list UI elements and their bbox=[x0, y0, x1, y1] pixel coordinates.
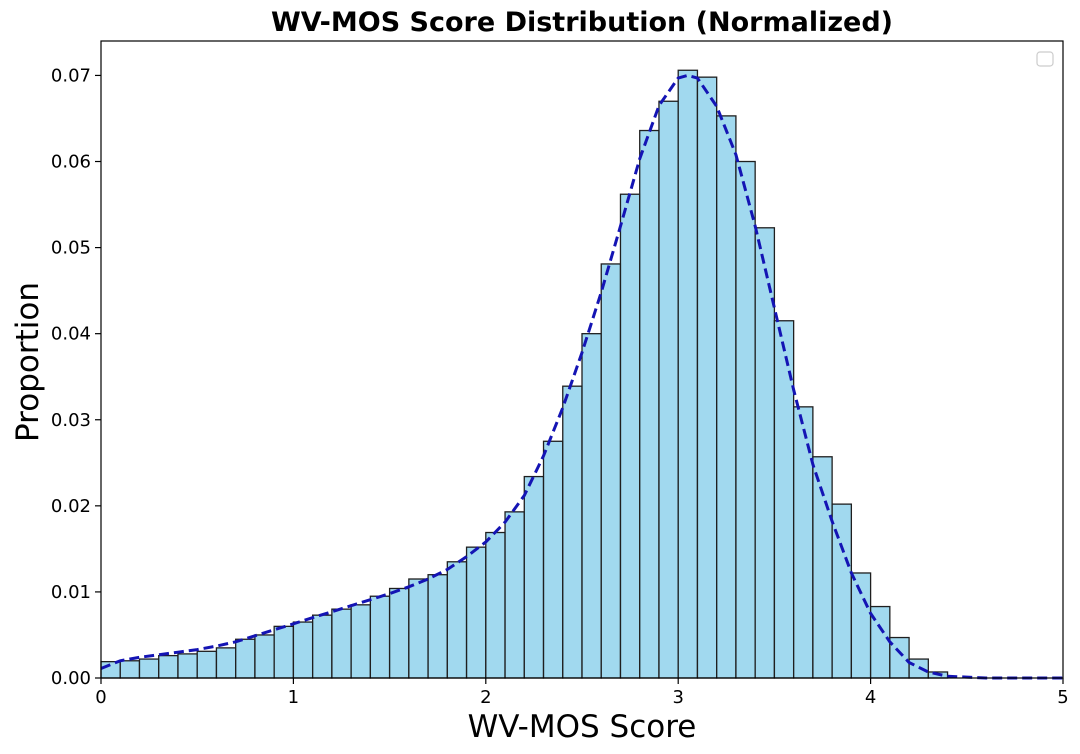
histogram-bar bbox=[427, 574, 448, 679]
x-axis-label: WV-MOS Score bbox=[468, 709, 697, 745]
x-tick-label: 5 bbox=[1057, 687, 1068, 708]
y-tick-label: 0.00 bbox=[51, 668, 91, 689]
histogram-bar bbox=[600, 263, 622, 679]
histogram-bar bbox=[196, 650, 218, 679]
y-tick-label: 0.04 bbox=[51, 324, 91, 345]
x-axis-ticks: 0 1 2 3 4 5 bbox=[95, 678, 1069, 708]
legend-box bbox=[1036, 51, 1054, 67]
histogram-bar bbox=[485, 531, 506, 679]
histogram-bar bbox=[677, 69, 699, 679]
y-tick-label: 0.07 bbox=[51, 65, 91, 86]
histogram-bar bbox=[658, 100, 679, 679]
histogram-bar bbox=[446, 561, 468, 679]
y-axis-ticks: 0.00 0.01 0.02 0.03 0.04 0.05 0.06 0.07 bbox=[51, 65, 101, 689]
plot-frame bbox=[100, 40, 1064, 679]
x-tick-label: 3 bbox=[672, 687, 683, 708]
histogram-bar bbox=[292, 621, 314, 679]
histogram-bar bbox=[542, 440, 564, 679]
density-curve bbox=[100, 73, 1063, 680]
histogram-bar bbox=[562, 385, 583, 679]
histogram-bar bbox=[619, 193, 641, 679]
histogram-bar bbox=[158, 654, 179, 679]
y-tick-label: 0.05 bbox=[51, 238, 91, 259]
histogram-bar bbox=[850, 572, 872, 679]
histogram-bar bbox=[350, 604, 372, 679]
x-tick-label: 0 bbox=[95, 687, 106, 708]
x-tick-label: 4 bbox=[865, 687, 876, 708]
histogram-bar bbox=[465, 546, 487, 679]
histogram-bar bbox=[735, 160, 756, 679]
y-axis-label: Proportion bbox=[10, 282, 46, 442]
histogram-bar bbox=[273, 625, 295, 679]
histogram-bar bbox=[138, 658, 160, 679]
histogram-bar bbox=[369, 595, 391, 679]
histogram-bar bbox=[119, 660, 141, 679]
histogram-bar bbox=[388, 587, 410, 679]
x-tick-label: 1 bbox=[288, 687, 299, 708]
histogram-bar bbox=[215, 647, 237, 679]
histogram-bar bbox=[639, 129, 660, 679]
histogram-bar bbox=[408, 578, 429, 679]
histogram-bar bbox=[523, 475, 545, 679]
histogram-bar bbox=[754, 227, 776, 679]
chart-title: WV-MOS Score Distribution (Normalized) bbox=[271, 7, 893, 38]
y-tick-label: 0.02 bbox=[51, 496, 91, 517]
histogram-bar bbox=[331, 608, 352, 679]
histogram-bar bbox=[177, 653, 198, 679]
x-tick-label: 2 bbox=[480, 687, 491, 708]
y-tick-label: 0.01 bbox=[51, 582, 91, 603]
histogram-bars bbox=[100, 69, 949, 679]
histogram-bar bbox=[235, 638, 256, 679]
histogram-bar bbox=[716, 115, 737, 679]
histogram-bar bbox=[581, 333, 602, 679]
histogram-bar bbox=[504, 511, 525, 679]
histogram-bar bbox=[254, 634, 275, 679]
histogram-bar bbox=[100, 660, 121, 679]
y-tick-label: 0.03 bbox=[51, 410, 91, 431]
histogram-bar bbox=[311, 614, 333, 679]
histogram-bar bbox=[696, 76, 718, 679]
y-tick-label: 0.06 bbox=[51, 152, 91, 173]
